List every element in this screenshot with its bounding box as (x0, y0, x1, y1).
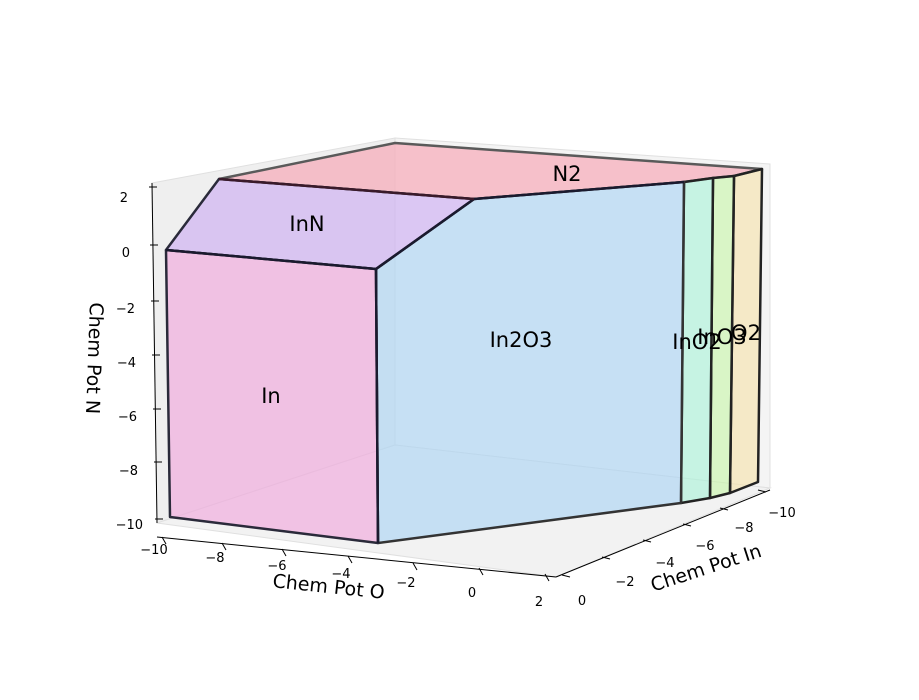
z-axis-label: Chem Pot N (81, 302, 107, 414)
region-label: InO3 (697, 325, 746, 349)
x-tick-label: −2 (396, 576, 415, 591)
x-tick-mark (221, 542, 227, 551)
y-tick-label: −10 (768, 506, 795, 521)
z-tick-label: 0 (122, 246, 130, 261)
regions (164, 141, 764, 545)
edge-inn-top (218, 177, 475, 201)
y-tick-mark (757, 489, 767, 493)
x-tick-label: −4 (331, 567, 350, 582)
y-axis-line (555, 489, 771, 578)
x-tick-label: 0 (468, 586, 476, 601)
region-label: InN (289, 212, 324, 236)
x-tick-mark (281, 548, 287, 557)
y-tick-mark (561, 574, 571, 578)
x-tick-mark (412, 562, 418, 571)
x-tick-label: −8 (205, 551, 224, 566)
y-tick-label: 0 (578, 594, 586, 609)
x-tick-mark (544, 573, 550, 582)
y-tick-mark (601, 556, 611, 560)
y-tick-label: −6 (695, 539, 714, 554)
region-label: N2 (552, 162, 581, 186)
y-tick-label: −2 (615, 575, 634, 590)
z-tick-label: −10 (116, 518, 143, 533)
x-tick-mark (161, 536, 167, 545)
z-tick-label: −6 (118, 410, 137, 425)
y-tick-mark (682, 523, 692, 527)
region-labels: N2 InN In2O3 InO2 InO3 O2 In (261, 162, 761, 408)
z-tick-label: −4 (117, 356, 136, 371)
edge-top-front (165, 180, 685, 271)
z-axis-line (151, 182, 158, 524)
region-label: In2O3 (490, 328, 553, 352)
region-label: O2 (731, 321, 761, 345)
x-axis-label: Chem Pot O (272, 570, 386, 604)
region-label: In (261, 384, 281, 408)
y-tick-mark (642, 539, 652, 543)
edge-vertical-front (374, 268, 380, 544)
x-tick-mark (478, 567, 484, 576)
x-tick-label: −10 (140, 543, 167, 558)
x-tick-label: 2 (535, 595, 543, 610)
x-axis-line (156, 536, 557, 578)
y-tick-label: −8 (734, 521, 753, 536)
x-tick-mark (347, 555, 353, 564)
z-tick-label: −2 (116, 302, 135, 317)
region-label: InO2 (672, 330, 721, 354)
x-tick-label: −6 (267, 559, 286, 574)
y-tick-mark (719, 507, 729, 511)
z-tick-label: −8 (119, 464, 138, 479)
z-axis: 2 0 −2 −4 −6 −8 −10 Chem Pot N (81, 186, 163, 533)
y-tick-label: −4 (655, 556, 674, 571)
z-tick-label: 2 (120, 191, 128, 206)
